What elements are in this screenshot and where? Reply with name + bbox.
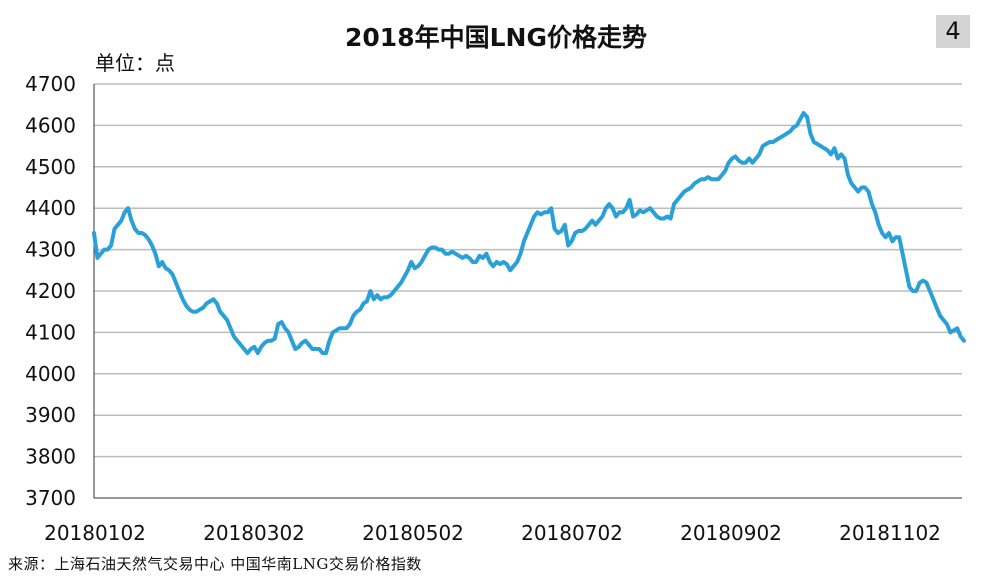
chart-title: 2018年中国LNG价格走势 [345,23,647,52]
y-tick-label: 4000 [25,362,76,386]
x-tick-label: 20180502 [362,521,464,545]
y-tick-label: 4600 [25,113,76,137]
y-tick-label: 4200 [25,279,76,303]
y-tick-label: 4700 [25,72,76,96]
y-tick-label: 3900 [25,403,76,427]
y-tick-label: 4300 [25,238,76,262]
unit-label: 单位：点 [95,51,175,75]
gridlines [94,83,962,458]
y-tick-label: 4100 [25,320,76,344]
x-axis-ticks: 20180102 20180302 20180502 20180702 20180902… [44,521,941,545]
x-tick-label: 20180102 [44,521,146,545]
y-tick-label: 3700 [25,486,76,510]
y-tick-label: 4500 [25,155,76,179]
x-tick-label: 20180702 [521,521,623,545]
source-note: 来源：上海石油天然气交易中心 中国华南LNG交易价格指数 [8,555,422,573]
y-tick-label: 4400 [25,196,76,220]
x-tick-label: 20181102 [839,521,941,545]
x-tick-label: 20180902 [680,521,782,545]
y-tick-label: 3800 [25,445,76,469]
page-number-badge: 4 [936,15,970,48]
y-axis-ticks: 3700 3800 3900 4000 4100 4200 4300 4400 4500 4600… [25,72,76,510]
price-series-line [92,111,966,356]
x-tick-label: 20180302 [203,521,305,545]
